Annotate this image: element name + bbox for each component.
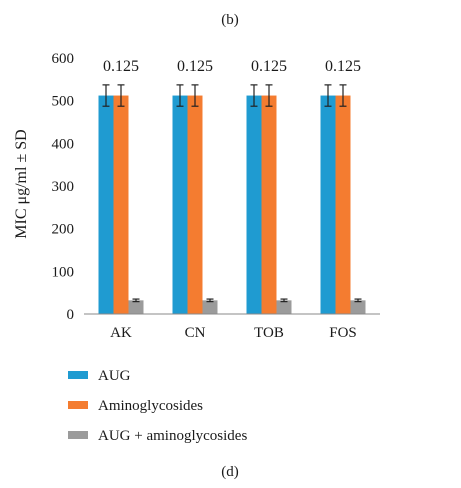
- bar: [187, 95, 203, 315]
- bar: [261, 95, 277, 315]
- y-tick-label: 500: [52, 94, 75, 110]
- bar: [320, 95, 336, 315]
- legend-swatch: [68, 401, 88, 409]
- x-tick-label: TOB: [254, 325, 284, 341]
- panel-label-top: (b): [221, 12, 239, 28]
- x-tick-label: CN: [185, 325, 206, 341]
- annotations: 0.125 0.125 0.125 0.125: [103, 58, 361, 75]
- x-tick-label: AK: [110, 325, 132, 341]
- x-tick-label: FOS: [329, 325, 357, 341]
- y-tick-label: 300: [52, 179, 75, 195]
- annotation-label: 0.125: [251, 58, 287, 75]
- y-axis-label: MIC μg/ml ± SD: [13, 129, 30, 238]
- y-tick-label: 400: [52, 136, 75, 152]
- bar: [128, 300, 144, 314]
- panel-label-bottom: (d): [221, 464, 239, 480]
- legend-label: AUG + aminoglycosides: [98, 428, 247, 444]
- x-axis: AK CN TOB FOS: [110, 325, 357, 341]
- annotation-label: 0.125: [103, 58, 139, 75]
- y-tick-label: 600: [52, 51, 75, 67]
- bar: [113, 95, 129, 315]
- bar: [98, 95, 114, 315]
- bar: [335, 95, 351, 315]
- bars: [98, 95, 366, 315]
- legend-label: AUG: [98, 368, 131, 384]
- y-tick-label: 0: [67, 307, 75, 323]
- annotation-label: 0.125: [177, 58, 213, 75]
- y-axis: 0 100 200 300 400 500 600: [52, 51, 75, 323]
- legend-swatch: [68, 371, 88, 379]
- bar: [246, 95, 262, 315]
- bar: [350, 300, 366, 314]
- bar: [202, 300, 218, 314]
- bar: [276, 300, 292, 314]
- y-tick-label: 100: [52, 264, 75, 280]
- annotation-label: 0.125: [325, 58, 361, 75]
- y-tick-label: 200: [52, 222, 75, 238]
- error-bars: [102, 84, 362, 303]
- legend: AUG Aminoglycosides AUG + aminoglycosides: [68, 368, 247, 444]
- bar: [172, 95, 188, 315]
- legend-swatch: [68, 431, 88, 439]
- legend-label: Aminoglycosides: [98, 398, 203, 414]
